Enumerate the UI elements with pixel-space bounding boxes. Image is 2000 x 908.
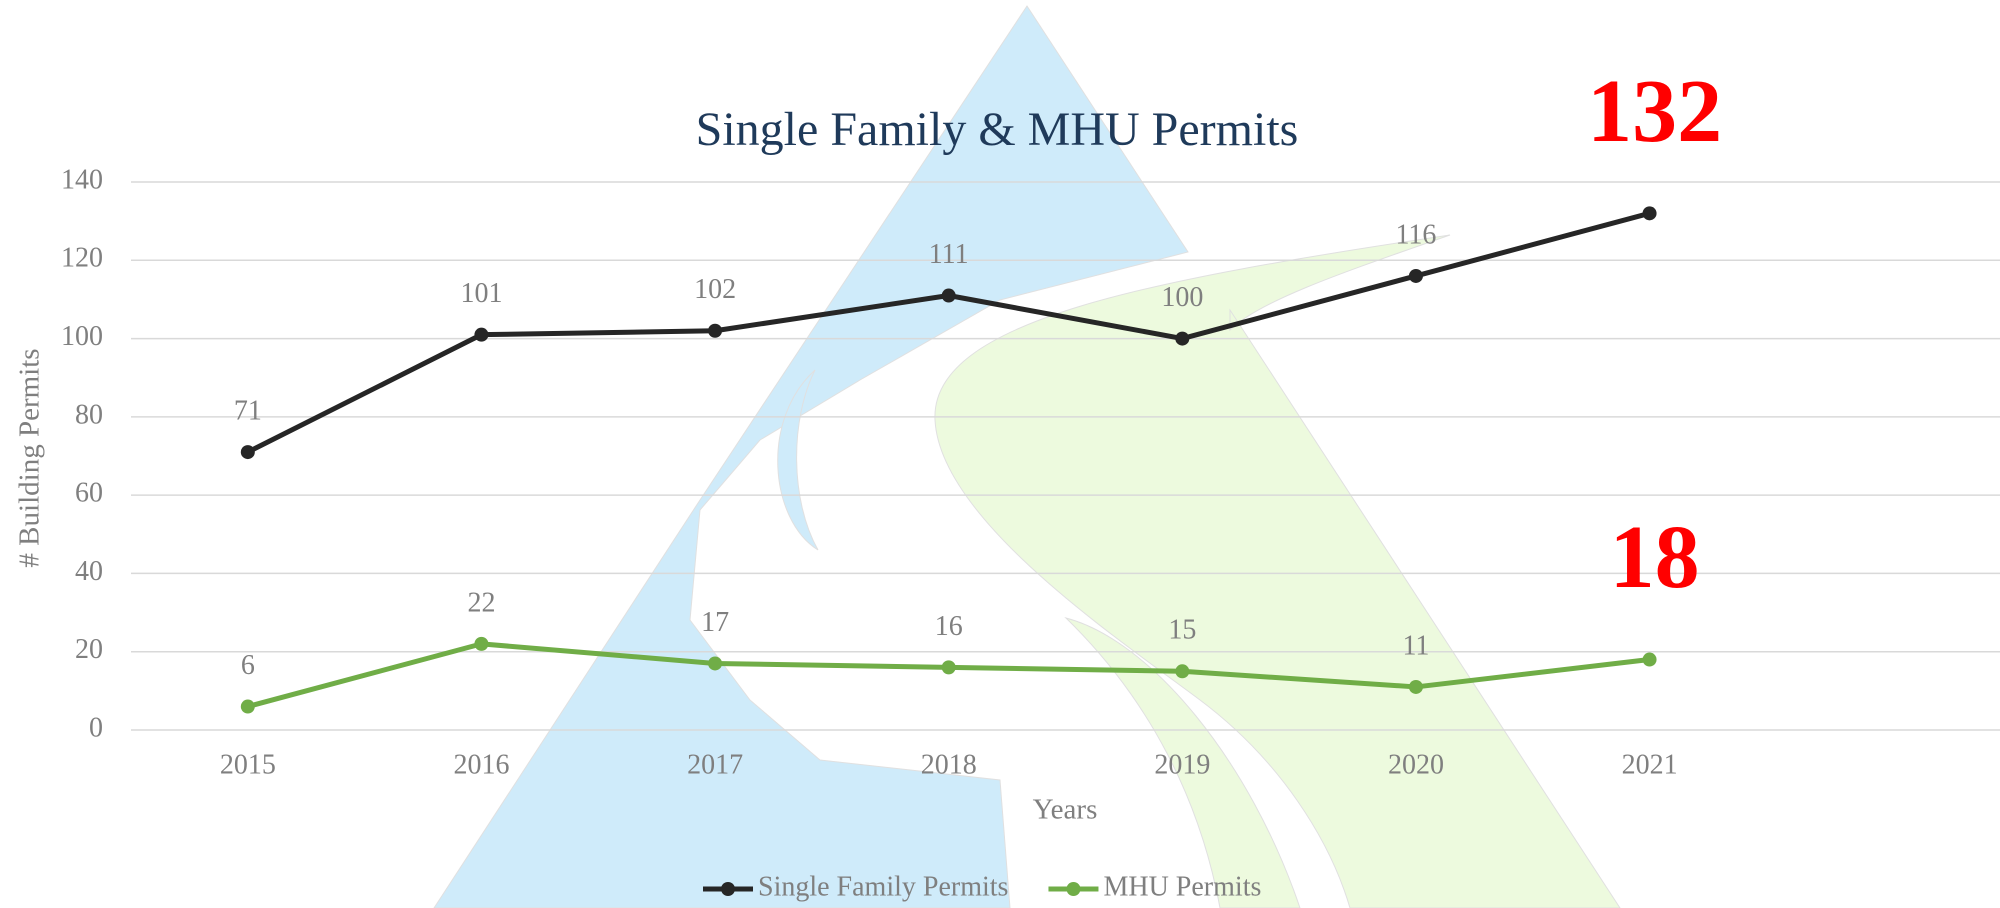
data-label: 6 xyxy=(241,650,255,681)
data-label: 101 xyxy=(460,278,502,309)
data-point xyxy=(941,288,956,303)
data-point xyxy=(1408,268,1423,283)
data-point xyxy=(240,699,255,714)
y-tick-label: 20 xyxy=(75,634,103,665)
data-label: 102 xyxy=(694,274,736,305)
data-point xyxy=(1642,652,1657,667)
data-point xyxy=(474,636,489,651)
legend-marker xyxy=(1066,882,1081,896)
x-axis-title: Years xyxy=(1033,794,1098,826)
x-tick-label: 2020 xyxy=(1388,749,1444,780)
x-tick-label: 2019 xyxy=(1154,749,1210,780)
x-tick-label: 2015 xyxy=(220,749,276,780)
x-tick-label: 2017 xyxy=(687,749,743,780)
y-tick-label: 0 xyxy=(89,712,103,743)
y-tick-label: 60 xyxy=(75,478,103,509)
data-point xyxy=(941,660,956,675)
x-tick-label: 2021 xyxy=(1622,749,1678,780)
y-tick-label: 140 xyxy=(61,164,103,195)
data-label: 100 xyxy=(1161,282,1203,313)
x-tick-label: 2016 xyxy=(453,749,509,780)
x-tick-label: 2018 xyxy=(921,749,977,780)
data-label: 22 xyxy=(467,587,495,618)
data-label: 11 xyxy=(1402,630,1429,661)
data-point xyxy=(474,327,489,342)
y-axis-title: # Building Permits xyxy=(14,348,46,567)
y-tick-label: 100 xyxy=(61,321,103,352)
data-label: 17 xyxy=(701,607,729,638)
data-label: 15 xyxy=(1168,615,1196,646)
legend-label: Single Family Permits xyxy=(758,871,1008,902)
data-point xyxy=(1408,679,1423,694)
legend-label: MHU Permits xyxy=(1103,871,1261,902)
legend-marker xyxy=(721,882,735,896)
data-label-highlight: 18 xyxy=(1610,508,1700,607)
y-tick-label: 120 xyxy=(61,243,103,274)
data-point xyxy=(1642,206,1657,221)
legend: Single Family Permits MHU Permits xyxy=(703,871,1261,902)
data-point xyxy=(708,656,723,671)
chart-title: Single Family & MHU Permits xyxy=(696,103,1299,156)
data-label: 116 xyxy=(1395,219,1436,250)
data-label: 111 xyxy=(929,239,969,270)
data-point xyxy=(1175,664,1190,679)
y-tick-label: 80 xyxy=(75,399,103,430)
data-point xyxy=(240,445,255,460)
data-label-highlight: 132 xyxy=(1587,62,1722,161)
data-label: 16 xyxy=(935,611,963,642)
data-point xyxy=(1175,331,1190,346)
y-tick-label: 40 xyxy=(75,556,103,587)
data-label: 71 xyxy=(234,396,262,427)
data-point xyxy=(708,323,723,338)
